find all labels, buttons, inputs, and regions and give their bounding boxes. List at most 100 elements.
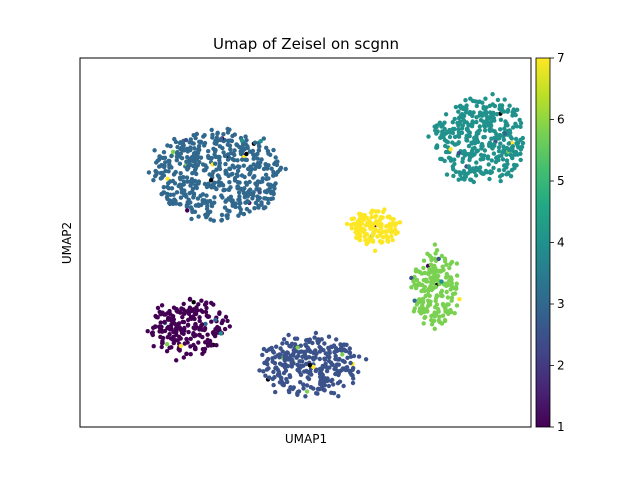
scatter-point <box>502 131 507 136</box>
scatter-point <box>433 266 438 271</box>
scatter-point <box>257 195 262 201</box>
scatter-point <box>484 117 490 123</box>
scatter-point <box>206 154 211 159</box>
scatter-point <box>436 318 441 323</box>
scatter-point <box>204 206 210 211</box>
scatter-point <box>351 353 357 359</box>
scatter-point <box>356 369 361 375</box>
scatter-point <box>194 171 199 177</box>
scatter-point <box>172 181 178 186</box>
scatter-point <box>158 320 163 325</box>
scatter-point <box>447 265 452 271</box>
scatter-point <box>209 127 214 133</box>
scatter-point <box>470 119 475 124</box>
scatter-point <box>482 148 488 153</box>
scatter-point <box>471 179 476 185</box>
scatter-point <box>162 155 168 160</box>
scatter-point <box>459 176 465 181</box>
scatter-point <box>391 217 396 222</box>
scatter-point <box>327 365 332 370</box>
scatter-point <box>243 180 249 185</box>
scatter-point <box>214 167 219 172</box>
scatter-point <box>225 318 230 324</box>
scatter-point <box>264 165 269 170</box>
scatter-point <box>467 130 472 135</box>
scatter-point <box>515 143 520 148</box>
scatter-point <box>266 200 271 206</box>
scatter-point <box>348 360 353 366</box>
scatter-point <box>277 380 283 385</box>
scatter-point <box>425 292 431 297</box>
scatter-point <box>345 355 350 360</box>
scatter-point <box>363 223 369 228</box>
scatter-point <box>235 184 240 189</box>
scatter-point <box>375 234 380 239</box>
scatter-point <box>375 219 380 225</box>
scatter-point <box>326 358 332 364</box>
scatter-point <box>308 371 313 377</box>
scatter-point <box>501 167 507 173</box>
scatter-point <box>275 353 280 358</box>
scatter-point <box>412 282 417 287</box>
scatter-point <box>363 357 369 362</box>
scatter-point <box>411 279 416 284</box>
scatter-point <box>262 189 268 194</box>
scatter-point <box>315 338 320 344</box>
scatter-point <box>210 330 216 335</box>
scatter-point <box>215 131 220 136</box>
scatter-point <box>323 361 328 366</box>
scatter-point <box>216 183 222 188</box>
scatter-point <box>422 284 427 290</box>
scatter-point <box>153 168 158 174</box>
scatter-point <box>483 111 489 116</box>
scatter-point <box>251 190 256 195</box>
scatter-point <box>322 356 327 361</box>
scatter-point <box>423 270 428 276</box>
scatter-point <box>495 97 501 103</box>
scatter-point <box>277 167 283 172</box>
scatter-point <box>168 192 173 197</box>
scatter-point <box>509 146 514 151</box>
scatter-point <box>421 265 426 271</box>
scatter-point <box>388 229 394 235</box>
scatter-point <box>421 296 426 302</box>
scatter-point <box>178 326 183 332</box>
scatter-point <box>222 153 228 159</box>
scatter-point <box>291 361 296 366</box>
scatter-point <box>275 372 281 377</box>
scatter-point <box>206 149 211 154</box>
scatter-point <box>433 284 438 290</box>
scatter-point <box>322 388 327 393</box>
scatter-point <box>429 317 434 323</box>
scatter-point <box>153 313 158 319</box>
scatter-point <box>472 145 477 151</box>
scatter-point <box>252 166 258 171</box>
scatter-point <box>217 144 223 149</box>
scatter-point <box>342 359 347 365</box>
scatter-point <box>192 326 197 331</box>
scatter-point <box>236 190 242 195</box>
colorbar-tick-label: 5 <box>557 174 565 188</box>
scatter-point <box>463 151 468 156</box>
scatter-point <box>258 139 263 144</box>
scatter-point <box>267 375 272 380</box>
scatter-point <box>439 288 445 294</box>
scatter-point <box>196 147 201 152</box>
scatter-point <box>326 383 332 389</box>
scatter-point <box>205 332 210 337</box>
scatter-point <box>228 138 233 143</box>
scatter-point <box>450 120 455 125</box>
scatter-point <box>217 164 222 170</box>
scatter-point <box>248 187 253 192</box>
scatter-point <box>176 183 181 189</box>
scatter-point <box>340 352 345 357</box>
scatter-point <box>310 340 315 346</box>
scatter-point <box>340 366 345 371</box>
scatter-point <box>492 103 498 109</box>
scatter-point <box>502 97 507 102</box>
scatter-point <box>501 148 506 153</box>
scatter-point <box>439 124 444 129</box>
scatter-point <box>303 342 308 347</box>
scatter-point <box>499 153 504 158</box>
scatter-point <box>434 144 439 149</box>
